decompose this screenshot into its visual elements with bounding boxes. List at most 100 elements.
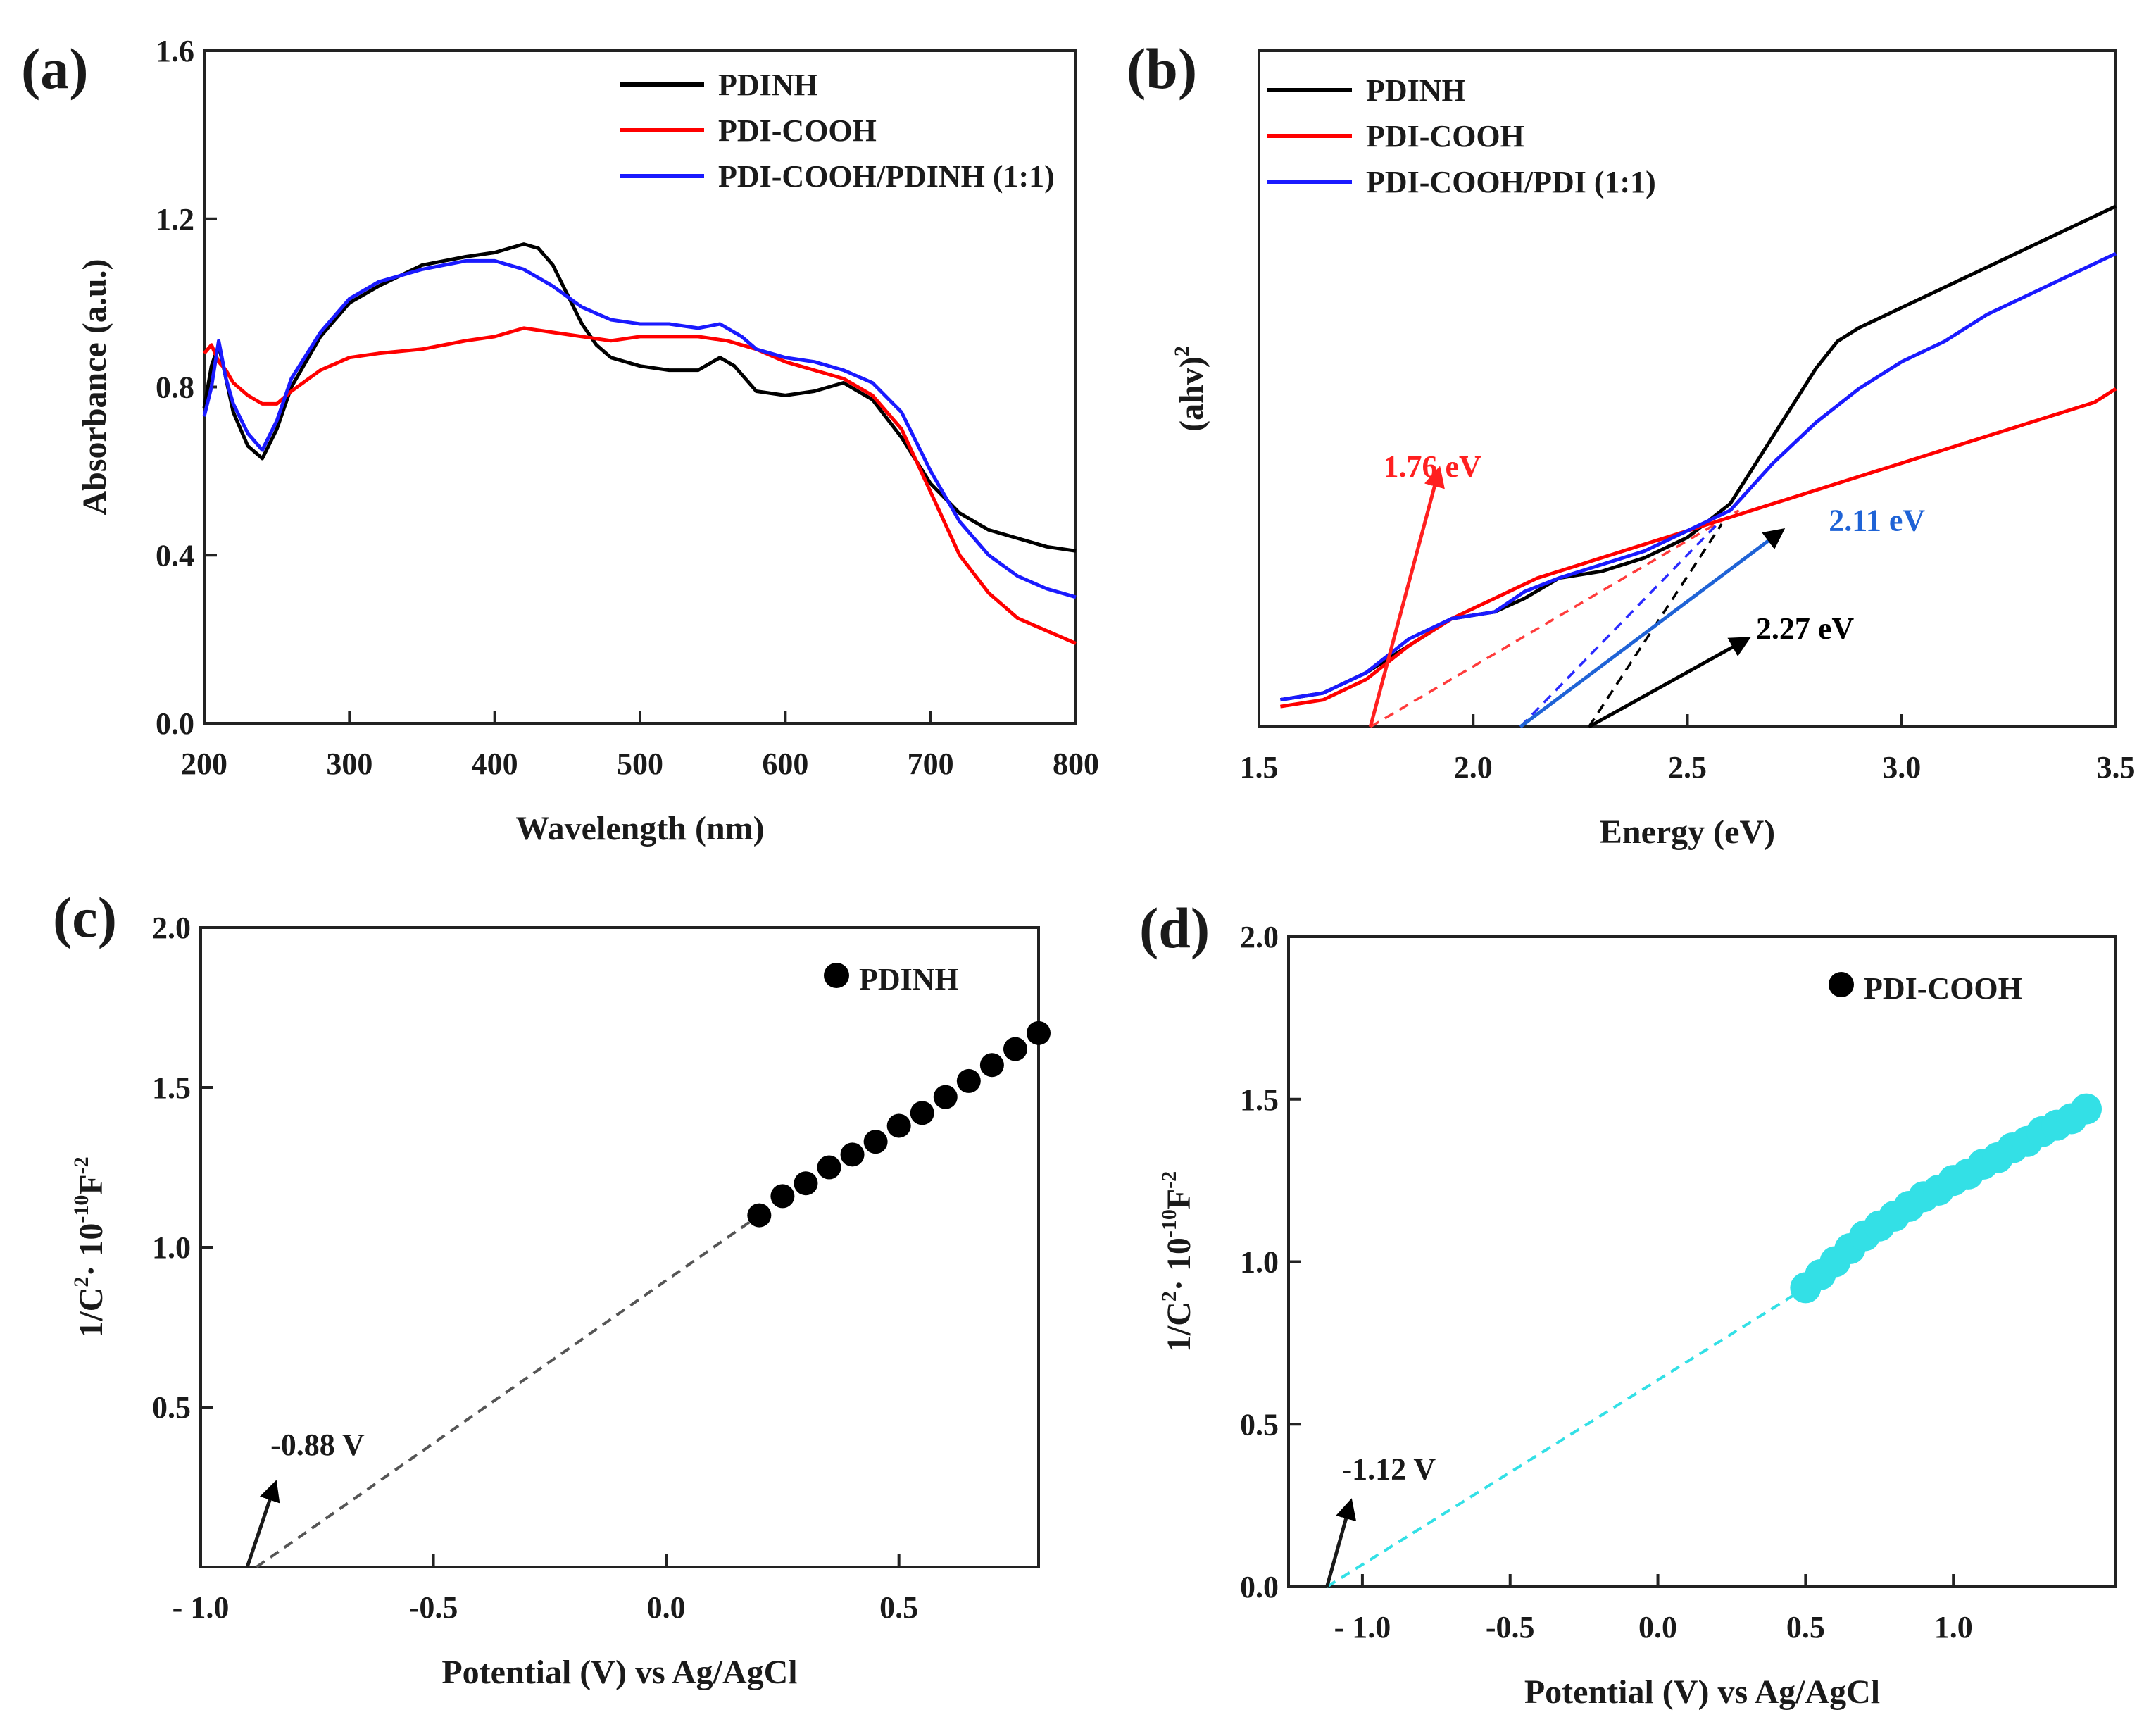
series-line <box>202 258 1077 599</box>
x-tick-label: 2.5 <box>1668 750 1707 785</box>
y-label-sup: 2 <box>1170 346 1193 356</box>
x-tick-label: 0.5 <box>879 1590 918 1625</box>
legend-label: PDI-COOH/PDINH (1:1) <box>718 159 1055 194</box>
y-label-sup: -2 <box>1158 1171 1181 1189</box>
x-tick-label: - 1.0 <box>173 1590 230 1625</box>
x-tick-label: 300 <box>326 747 372 781</box>
panel-label: (d) <box>1139 896 1210 960</box>
legend-label: PDI-COOH/PDI (1:1) <box>1366 165 1656 199</box>
y-label-part: 1/C <box>1160 1302 1198 1352</box>
series-line <box>203 326 1077 645</box>
x-tick-label: -0.5 <box>1486 1610 1535 1644</box>
data-point <box>886 1113 911 1138</box>
x-tick-label: 500 <box>617 747 663 781</box>
x-tick-label: 1.5 <box>1240 750 1279 785</box>
annotation-label: 2.27 eV <box>1756 611 1855 646</box>
data-point <box>2071 1093 2102 1125</box>
legend-label: PDI-COOH <box>1864 971 2022 1006</box>
data-point <box>840 1142 865 1167</box>
data-point <box>794 1171 818 1196</box>
tangent-line <box>1370 509 1740 728</box>
annotation-arrow <box>1368 466 1445 728</box>
legend-label: PDI-COOH <box>1366 119 1524 154</box>
panel-d: (d) - 1.0 -0.5 0.0 0.5 1.0 0.0 0.5 1.0 1.5 2.0 Pote… <box>1139 896 2117 1711</box>
y-axis-label: 1/C2· 10-10F-2 <box>1158 1171 1198 1352</box>
y-tick-label: 1.0 <box>1240 1245 1279 1280</box>
data-point <box>1003 1037 1027 1061</box>
x-tick-label: 600 <box>762 747 808 781</box>
panel-label: (a) <box>21 37 89 101</box>
x-tick-label: 400 <box>472 747 518 781</box>
y-tick-label: 0.8 <box>156 370 194 405</box>
legend-marker <box>824 963 849 988</box>
y-tick-label: 2.0 <box>1240 920 1279 954</box>
x-tick-label: 200 <box>181 747 227 781</box>
y-label-sup: -10 <box>1158 1209 1181 1237</box>
y-tick-label: 1.5 <box>152 1071 191 1105</box>
chart-layer: (a) 200 300 400 500 600 700 800 0.0 0.4 0.8 1.2 1.6 W… <box>21 34 2136 1711</box>
y-label-base: (ahv) <box>1173 356 1210 432</box>
y-label-part: F <box>1160 1189 1198 1209</box>
data-point <box>863 1130 888 1154</box>
data-point <box>956 1068 981 1093</box>
y-axis-label: (ahv)2 <box>1170 346 1210 432</box>
x-tick-label: 0.5 <box>1786 1610 1825 1644</box>
y-label-sup: -10 <box>70 1195 93 1223</box>
y-tick-label: 0.0 <box>1240 1570 1279 1604</box>
x-axis-label: Potential (V) vs Ag/AgCl <box>441 1654 797 1691</box>
x-tick-label: 1.0 <box>1934 1610 1973 1644</box>
annotation-arrow <box>1325 1498 1357 1587</box>
panel-a: (a) 200 300 400 500 600 700 800 0.0 0.4 0.8 1.2 1.6 W… <box>21 34 1099 847</box>
x-tick-label: 700 <box>908 747 954 781</box>
x-tick-label: 2.0 <box>1454 750 1493 785</box>
legend-label: PDI-COOH <box>718 113 877 148</box>
y-label-part: 1/C <box>73 1287 110 1338</box>
y-tick-label: 0.5 <box>1240 1407 1279 1442</box>
data-point <box>933 1085 958 1109</box>
legend-label: PDINH <box>859 962 959 997</box>
annotation-arrow <box>1519 528 1786 728</box>
series-line <box>1280 251 2117 702</box>
x-tick-label: 3.5 <box>2097 750 2136 785</box>
y-label-part: · 10 <box>73 1223 110 1277</box>
data-point <box>1027 1020 1051 1045</box>
y-tick-label: 0.5 <box>152 1390 191 1425</box>
legend-label: PDINH <box>1366 73 1466 108</box>
panel-c: (c) - 1.0 -0.5 0.0 0.5 0.5 1.0 1.5 2.0 Potential … <box>53 885 1051 1691</box>
y-label-sup: 2 <box>1158 1291 1181 1302</box>
data-point <box>979 1053 1004 1078</box>
series-line <box>1280 387 2117 709</box>
y-label-part: F <box>73 1174 110 1194</box>
y-axis-label: 1/C2· 10-10F-2 <box>70 1156 110 1337</box>
y-label-part: · 10 <box>1160 1237 1198 1291</box>
panel-label: (b) <box>1127 37 1197 101</box>
legend-marker <box>1829 972 1854 997</box>
annotation-label: -1.12 V <box>1342 1452 1436 1487</box>
y-axis-label: Absorbance (a.u.) <box>76 258 113 515</box>
legend-label: PDINH <box>718 68 818 102</box>
data-point <box>747 1203 772 1228</box>
x-tick-label: -0.5 <box>409 1590 458 1625</box>
fit-line <box>256 1213 760 1568</box>
y-tick-label: 2.0 <box>152 911 191 945</box>
data-point <box>817 1155 841 1180</box>
y-label-sup: 2 <box>70 1277 93 1287</box>
y-tick-label: 1.5 <box>1240 1082 1279 1117</box>
y-tick-label: 1.6 <box>156 34 194 68</box>
tangent-line <box>1519 523 1719 728</box>
annotation-label: 1.76 eV <box>1383 449 1481 484</box>
data-point <box>910 1101 934 1125</box>
y-tick-label: 0.4 <box>156 538 194 573</box>
x-tick-label: 800 <box>1053 747 1099 781</box>
x-axis-label: Wavelength (nm) <box>515 810 764 847</box>
x-axis-label: Energy (eV) <box>1600 813 1775 851</box>
annotation-arrow <box>245 1480 280 1568</box>
x-tick-label: - 1.0 <box>1334 1610 1391 1644</box>
data-point <box>770 1184 795 1209</box>
panel-b: (b) 1.5 2.0 2.5 3.0 3.5 Energy (eV) (ahv)2 PDINH… <box>1127 37 2136 851</box>
panel-label: (c) <box>53 885 117 949</box>
annotation-arrow <box>1588 637 1751 729</box>
x-tick-label: 0.0 <box>1638 1610 1677 1644</box>
